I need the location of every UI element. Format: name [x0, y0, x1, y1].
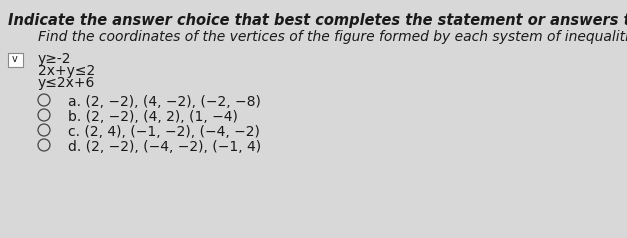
- Text: c. (2, 4), (−1, −2), (−4, −2): c. (2, 4), (−1, −2), (−4, −2): [68, 125, 260, 139]
- Text: v: v: [12, 55, 18, 64]
- Text: Find the coordinates of the vertices of the figure formed by each system of ineq: Find the coordinates of the vertices of …: [38, 30, 627, 44]
- Text: y≥-2: y≥-2: [38, 52, 71, 66]
- FancyBboxPatch shape: [8, 53, 23, 66]
- Text: Indicate the answer choice that best completes the statement or answers the ques: Indicate the answer choice that best com…: [8, 13, 627, 28]
- Text: b. (2, −2), (4, 2), (1, −4): b. (2, −2), (4, 2), (1, −4): [68, 110, 238, 124]
- Text: d. (2, −2), (−4, −2), (−1, 4): d. (2, −2), (−4, −2), (−1, 4): [68, 140, 261, 154]
- Text: 2x+y≤2: 2x+y≤2: [38, 64, 95, 78]
- Text: a. (2, −2), (4, −2), (−2, −8): a. (2, −2), (4, −2), (−2, −8): [68, 95, 261, 109]
- Text: y≤2x+6: y≤2x+6: [38, 76, 95, 90]
